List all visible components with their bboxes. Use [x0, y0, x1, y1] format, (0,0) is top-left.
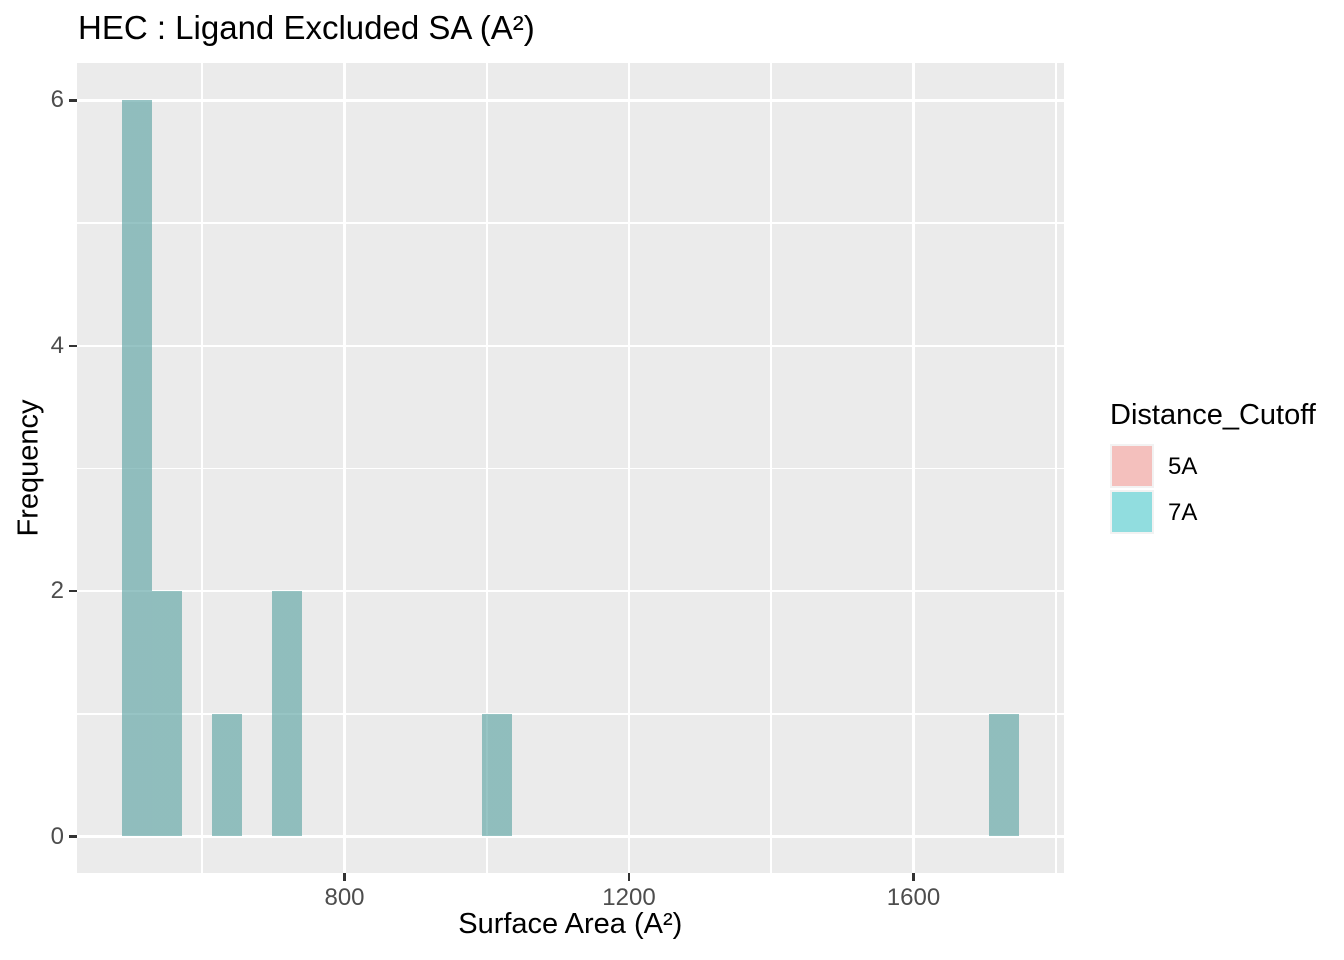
gridline-major-horizontal	[76, 344, 1064, 348]
legend-title: Distance_Cutoff	[1110, 399, 1316, 431]
legend-key	[1110, 444, 1154, 488]
y-tick-label: 6	[50, 86, 64, 114]
y-tick-mark	[68, 344, 77, 348]
gridline-minor-vertical	[1054, 63, 1057, 873]
legend-key-swatch	[1112, 492, 1152, 532]
x-tick-mark	[343, 873, 346, 881]
gridline-major-horizontal	[76, 589, 1064, 593]
y-axis-title: Frequency	[12, 399, 45, 537]
legend-key-label: 5A	[1168, 453, 1198, 480]
plot-panel	[76, 63, 1064, 873]
histogram-bar	[121, 100, 152, 837]
gridline-major-vertical	[343, 63, 346, 873]
chart-title: HEC : Ligand Excluded SA (A²)	[78, 9, 535, 46]
gridline-major-horizontal	[76, 835, 1064, 838]
gridline-major-vertical	[627, 63, 631, 873]
gridline-minor-vertical	[485, 63, 488, 873]
x-tick-label: 1600	[886, 884, 941, 911]
legend-key-label: 7A	[1168, 499, 1198, 526]
gridline-major-vertical	[912, 63, 915, 873]
histogram-bar	[151, 591, 182, 837]
x-axis-title: Surface Area (A²)	[458, 908, 683, 940]
gridline-minor-horizontal	[76, 467, 1064, 470]
gridline-minor-vertical	[770, 63, 773, 873]
y-tick-label: 0	[50, 822, 64, 850]
x-tick-mark	[912, 873, 915, 881]
histogram-bar	[988, 713, 1019, 837]
histogram-bar	[212, 713, 243, 837]
histogram-bar	[481, 713, 513, 837]
x-tick-mark	[627, 873, 631, 881]
y-tick-mark	[68, 835, 77, 838]
x-tick-label: 1200	[602, 884, 656, 911]
y-tick-mark	[68, 99, 77, 102]
y-tick-label: 2	[50, 577, 64, 605]
gridline-minor-horizontal	[76, 713, 1064, 715]
legend-key-swatch	[1112, 446, 1152, 486]
gridline-minor-horizontal	[76, 222, 1064, 224]
x-tick-label: 800	[324, 884, 365, 911]
histogram-bar	[271, 591, 302, 837]
legend-key	[1110, 490, 1154, 534]
y-tick-mark	[68, 589, 77, 593]
gridline-major-horizontal	[76, 99, 1064, 102]
y-tick-label: 4	[50, 331, 64, 359]
gridline-minor-vertical	[201, 63, 204, 873]
